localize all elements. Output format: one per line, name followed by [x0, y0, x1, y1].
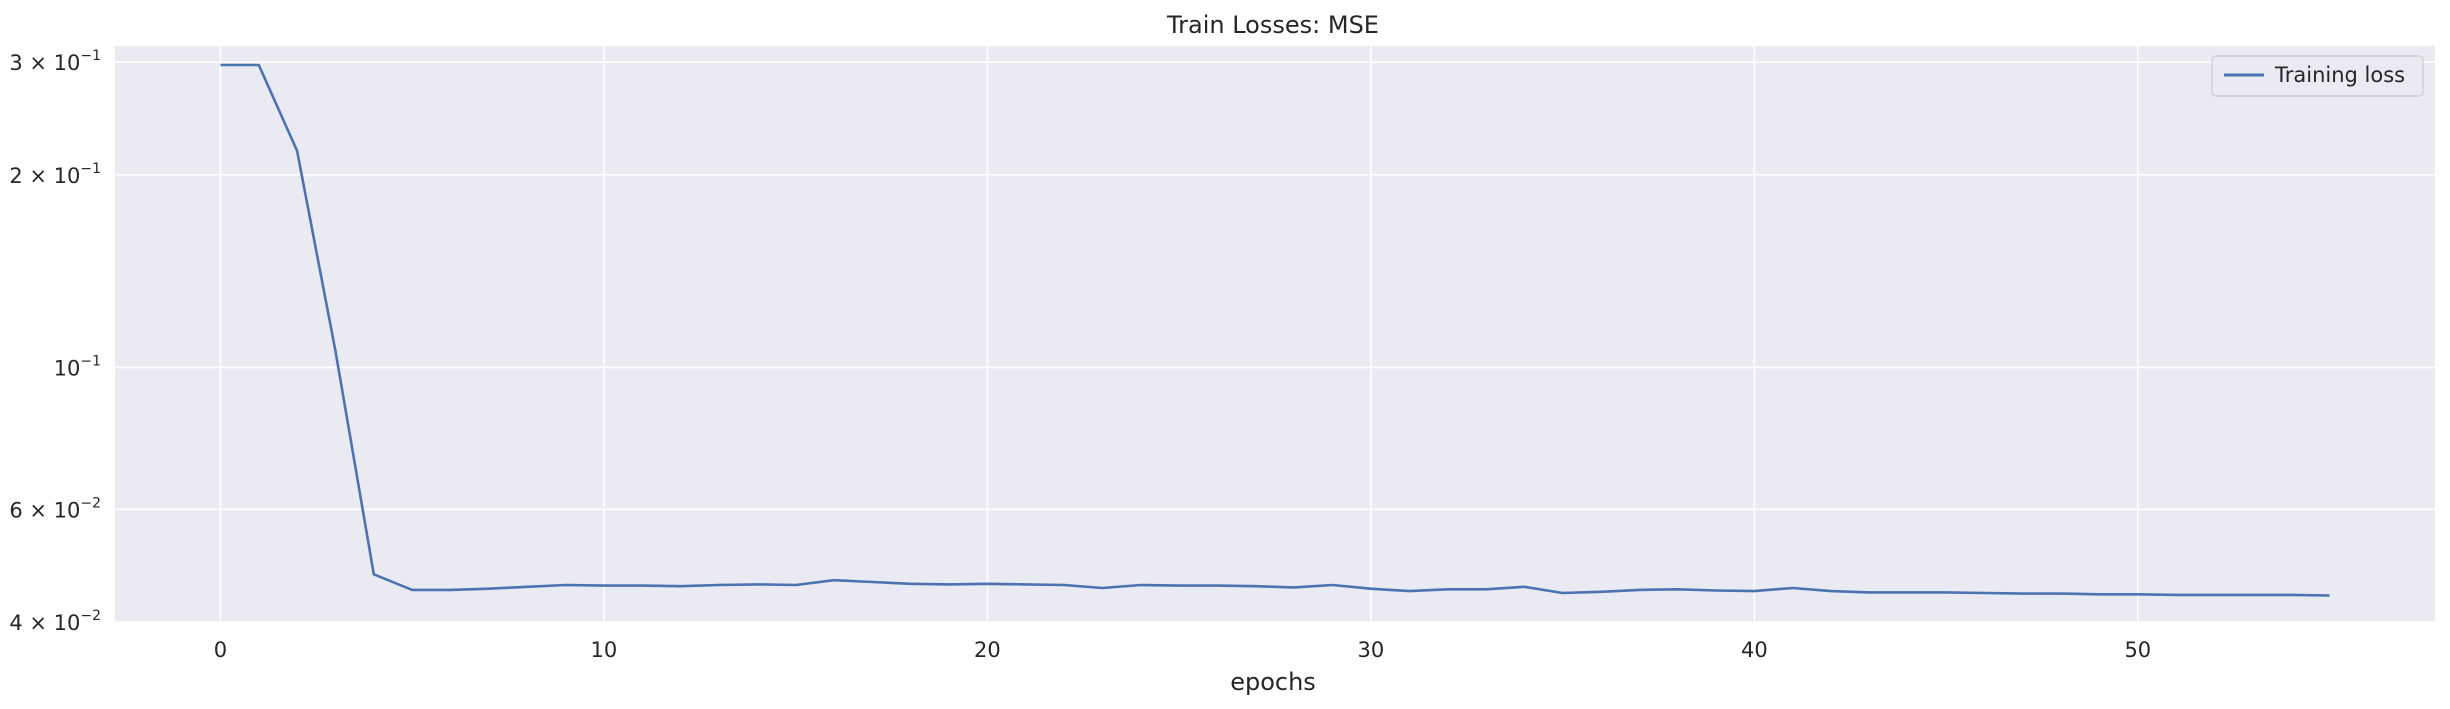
x-tick-label: 50: [2124, 638, 2151, 662]
y-tick-exponent: −1: [80, 353, 101, 369]
y-tick-label: 2 × 10−1: [9, 161, 101, 188]
legend-label: Training loss: [2274, 63, 2405, 87]
chart-title: Train Losses: MSE: [1166, 11, 1379, 39]
x-tick-label: 10: [591, 638, 618, 662]
x-tick-label: 0: [214, 638, 227, 662]
y-tick-label: 6 × 10−2: [9, 495, 101, 522]
legend-box: [2211, 55, 2424, 97]
y-tick-label: 10−1: [54, 353, 101, 380]
y-tick-exponent: −1: [80, 161, 101, 177]
x-tick-label: 20: [974, 638, 1001, 662]
x-axis-label: epochs: [1230, 668, 1316, 696]
y-tick-mantissa: 2: [9, 164, 22, 188]
x-tick-label: 40: [1741, 638, 1768, 662]
y-tick-exponent: −2: [80, 608, 101, 624]
series-layer: [220, 63, 2330, 597]
x-axis-ticks: 0 10 20 30 40 50: [214, 638, 2151, 662]
y-tick-exponent: −2: [80, 495, 101, 511]
legend: Training loss: [2211, 55, 2424, 97]
plot-area: [115, 46, 2435, 622]
y-axis-ticks: 3 × 10−1 2 × 10−1 10−1 6 × 10−2 4 × 10−2: [9, 48, 101, 635]
y-tick-mantissa: 4: [9, 611, 22, 635]
y-tick-label: 3 × 10−1: [9, 48, 101, 75]
grid-lines: [115, 46, 2435, 623]
series-line-training-loss: [220, 63, 2330, 597]
y-tick-mantissa: 3: [9, 51, 22, 75]
y-tick-exponent: −1: [80, 48, 101, 64]
y-tick-mantissa: 6: [9, 498, 22, 522]
x-tick-label: 30: [1358, 638, 1385, 662]
y-tick-label: 4 × 10−2: [9, 608, 101, 635]
